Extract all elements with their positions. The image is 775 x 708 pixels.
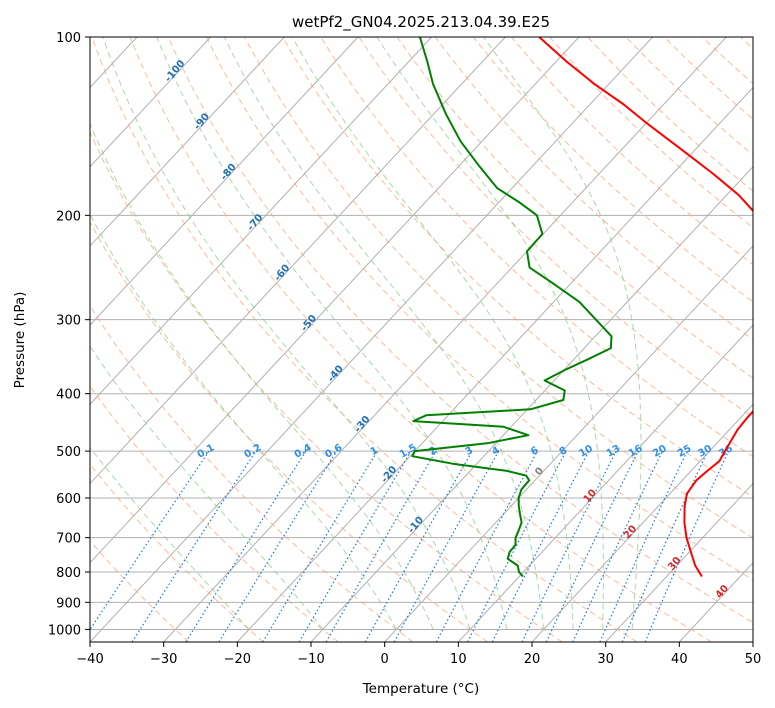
moist-adiabat [90, 122, 434, 630]
isotherm-line [90, 37, 654, 642]
isotherm-line [163, 37, 727, 642]
isotherm-line [605, 482, 753, 642]
dry-adiabat [129, 37, 712, 642]
dry-adiabat [167, 37, 753, 624]
dry-adiabat [90, 221, 488, 642]
dry-adiabats [90, 37, 753, 642]
dry-adiabat [90, 463, 264, 642]
dry-adiabat [396, 37, 753, 379]
mixing-ratio-label: 4 [490, 445, 502, 458]
dry-adiabat [205, 37, 753, 581]
x-tick-label: 0 [381, 652, 389, 667]
isobar-grid [90, 37, 753, 630]
mixing-ratio-line [521, 450, 617, 642]
y-tick-label: 200 [56, 209, 81, 224]
x-tick-label: −10 [297, 652, 324, 667]
mixing-ratio-label: 2 [427, 445, 439, 458]
isotherm-line [90, 37, 433, 406]
dry-adiabat [91, 37, 638, 642]
chart-title: wetPf2_GN04.2025.213.04.39.E25 [292, 13, 550, 32]
x-tick-label: 10 [450, 652, 467, 667]
moist-adiabat [156, 37, 508, 630]
x-tick-label: 20 [524, 652, 541, 667]
y-tick-label: 1000 [48, 623, 81, 638]
mixing-ratio-label: 1 [369, 445, 381, 458]
x-tick-label: −30 [150, 652, 177, 667]
isotherm-line [384, 245, 753, 642]
moist-adiabat [90, 446, 250, 630]
dry-adiabat [90, 540, 190, 642]
moist-adiabat [483, 37, 642, 630]
dry-adiabat [282, 37, 753, 498]
isotherm-grid [90, 37, 753, 642]
mixing-ratio-line [364, 450, 473, 642]
x-tick-label: −40 [76, 652, 103, 667]
isotherm-line [90, 37, 359, 326]
y-tick-label: 300 [56, 314, 81, 329]
mixing-ratio-line [218, 450, 338, 642]
y-axis-ticks: 100 200 300 400 500 600 700 800 900 1000 [48, 31, 90, 638]
sounding-profiles [411, 37, 753, 578]
y-tick-label: 500 [56, 445, 81, 460]
x-axis-ticks: −40 −30 −20 −10 0 10 20 30 40 50 [76, 642, 761, 667]
isotherm-line [531, 403, 753, 642]
mixing-ratio-line [90, 450, 210, 631]
mixing-ratio-line [435, 450, 539, 642]
mixing-ratio-label: 8 [558, 445, 570, 458]
x-tick-label: 40 [671, 652, 688, 667]
moist-adiabat [223, 37, 545, 630]
mixing-ratio-line [185, 450, 307, 642]
mixing-ratio-label: 6 [529, 445, 541, 458]
y-axis-label: Pressure (hPa) [12, 292, 28, 389]
moist-adiabat [102, 37, 471, 630]
moist-adiabat [90, 345, 324, 630]
isotherm-line [90, 37, 285, 247]
mixing-ratio-line [131, 450, 257, 642]
isotherm-line [310, 165, 753, 642]
plot-area: 0.1 0.2 0.4 0.6 1 1.5 2 3 4 6 8 10 13 16 20 25 30 36-100-… [90, 37, 753, 642]
moist-adiabat [376, 37, 604, 630]
x-tick-label: −20 [224, 652, 251, 667]
mixing-ratio-line [644, 450, 729, 642]
mixing-ratio-line [491, 450, 590, 642]
isotherm-line [236, 86, 753, 642]
isotherm-line [90, 37, 506, 485]
x-tick-label: 50 [745, 652, 762, 667]
isotherm-line [90, 37, 580, 564]
dewpoint-profile [411, 37, 613, 578]
moist-adiabat [90, 213, 397, 630]
mixing-ratio-lines [90, 450, 729, 642]
y-tick-label: 800 [56, 566, 81, 581]
mixing-ratio-label: 3 [464, 445, 476, 458]
isotherm-line [457, 324, 753, 642]
moist-adiabats [90, 37, 642, 630]
y-tick-label: 400 [56, 388, 81, 403]
y-tick-label: 100 [56, 31, 81, 46]
x-axis-label: Temperature (°C) [362, 681, 480, 697]
dry-adiabat [90, 131, 563, 642]
dry-adiabat [244, 37, 753, 539]
y-tick-label: 900 [56, 596, 81, 611]
dry-adiabat [473, 37, 753, 303]
moist-adiabat [291, 37, 574, 630]
temperature-profile [538, 37, 753, 578]
mixing-ratio-line [393, 450, 500, 642]
y-tick-label: 700 [56, 532, 81, 547]
isotherm-line [90, 37, 212, 168]
plot-frame [89, 36, 754, 643]
dry-adiabat [434, 37, 753, 341]
y-tick-label: 600 [56, 492, 81, 507]
x-tick-label: 30 [597, 652, 614, 667]
